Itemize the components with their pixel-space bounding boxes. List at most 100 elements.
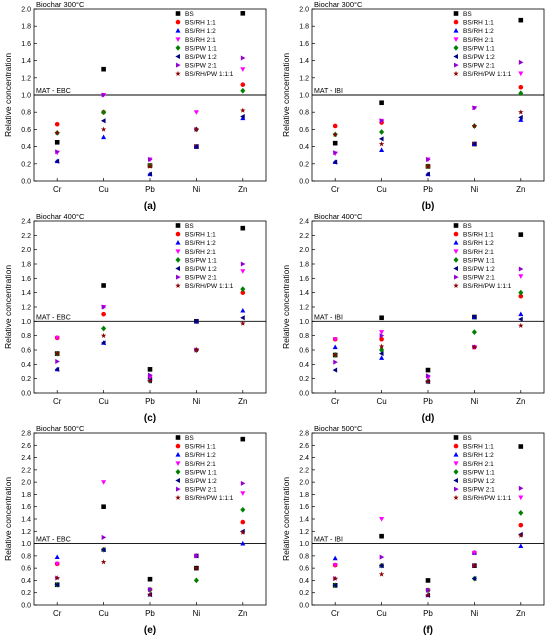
data-point bbox=[426, 587, 431, 593]
legend-entry: BS bbox=[463, 223, 472, 230]
legend-marker bbox=[454, 486, 459, 492]
reference-label: MAT - EBC bbox=[36, 314, 71, 321]
panel-label: (d) bbox=[422, 413, 435, 424]
legend-marker bbox=[453, 19, 459, 25]
y-tick-label: 1.0 bbox=[21, 319, 31, 326]
data-point bbox=[332, 367, 338, 373]
data-point bbox=[378, 563, 384, 569]
data-point bbox=[378, 136, 384, 142]
y-tick-label: 0.8 bbox=[21, 333, 31, 340]
data-point bbox=[194, 553, 200, 559]
legend-marker bbox=[175, 477, 180, 484]
y-tick-label: 2.0 bbox=[299, 7, 309, 14]
legend-entry: BS/RH 2:1 bbox=[463, 37, 494, 44]
y-tick-label: 0.8 bbox=[299, 553, 309, 560]
data-point bbox=[332, 159, 338, 165]
data-point bbox=[147, 591, 153, 597]
legend-entry: BS/RH 1:2 bbox=[185, 28, 216, 35]
legend-entry: BS/RH/PW 1:1:1 bbox=[185, 283, 234, 290]
legend-marker bbox=[453, 257, 459, 263]
x-tick-label: Cr bbox=[53, 609, 62, 618]
data-point bbox=[471, 550, 477, 556]
legend-marker bbox=[453, 469, 459, 475]
y-axis-label: Relative concentration bbox=[3, 53, 13, 137]
legend-marker bbox=[175, 53, 180, 60]
data-point bbox=[240, 225, 246, 231]
data-point bbox=[240, 55, 246, 61]
data-point bbox=[332, 582, 338, 588]
y-tick-label: 0.6 bbox=[21, 566, 31, 573]
y-tick-label: 1.0 bbox=[299, 541, 309, 548]
reference-label: MAT - EBC bbox=[36, 537, 71, 544]
x-tick-label: Cr bbox=[331, 609, 340, 618]
legend-entry: BS/RH/PW 1:1:1 bbox=[185, 495, 234, 502]
data-point bbox=[332, 575, 338, 581]
data-point bbox=[379, 330, 385, 335]
y-tick-label: 2.0 bbox=[21, 7, 31, 14]
legend-marker bbox=[453, 435, 459, 440]
data-point bbox=[518, 71, 524, 77]
data-point bbox=[379, 100, 384, 106]
y-tick-label: 2.4 bbox=[299, 455, 309, 462]
x-tick-label: Zn bbox=[516, 185, 525, 194]
data-point bbox=[101, 109, 107, 116]
data-point bbox=[101, 311, 106, 317]
y-tick-label: 2.4 bbox=[299, 219, 309, 226]
data-point bbox=[100, 547, 106, 553]
legend-marker bbox=[453, 231, 459, 237]
chart-title: Biochar 500°C bbox=[314, 424, 363, 433]
y-tick-label: 2.0 bbox=[21, 480, 31, 487]
data-point bbox=[379, 554, 385, 560]
legend-marker bbox=[453, 37, 459, 42]
data-point bbox=[101, 325, 107, 332]
data-point bbox=[101, 504, 106, 510]
legend-marker bbox=[175, 443, 181, 449]
legend-marker bbox=[175, 223, 181, 228]
y-tick-label: 1.0 bbox=[299, 319, 309, 326]
y-tick-label: 2.6 bbox=[299, 443, 309, 450]
data-point bbox=[148, 372, 153, 378]
reference-label: MAT - IBI bbox=[314, 88, 343, 95]
data-point bbox=[518, 266, 524, 272]
panel-label: (b) bbox=[422, 201, 435, 212]
y-tick-label: 0.6 bbox=[299, 348, 309, 355]
y-tick-label: 1.8 bbox=[21, 492, 31, 499]
data-point bbox=[240, 315, 245, 321]
y-tick-label: 1.0 bbox=[21, 93, 31, 100]
y-tick-label: 0.4 bbox=[299, 578, 309, 585]
legend-entry: BS/RH 1:1 bbox=[463, 20, 494, 27]
legend-entry: BS/RH 1:2 bbox=[463, 452, 494, 459]
data-point bbox=[471, 314, 477, 320]
data-point bbox=[472, 105, 478, 111]
y-tick-label: 0.8 bbox=[21, 110, 31, 117]
legend-entry: BS/RH 1:2 bbox=[463, 28, 494, 35]
panel-label: (c) bbox=[144, 413, 156, 424]
y-tick-label: 0.0 bbox=[21, 179, 31, 186]
legend-entry: BS/RH 1:1 bbox=[463, 444, 494, 451]
data-point bbox=[518, 543, 524, 548]
legend-entry: BS/RH/PW 1:1:1 bbox=[463, 283, 512, 290]
legend-marker bbox=[175, 494, 181, 501]
legend-entry: BS/RH 1:2 bbox=[185, 240, 216, 247]
data-point bbox=[518, 17, 524, 23]
data-point bbox=[471, 344, 478, 350]
data-point bbox=[425, 171, 430, 177]
data-point bbox=[471, 329, 477, 335]
data-point bbox=[379, 315, 384, 321]
y-tick-label: 0.2 bbox=[299, 590, 309, 597]
x-tick-label: Cr bbox=[53, 185, 62, 194]
data-point bbox=[240, 480, 246, 486]
data-point bbox=[332, 563, 338, 568]
data-point bbox=[518, 322, 524, 328]
legend-marker bbox=[453, 265, 458, 272]
legend-entry: BS/RH/PW 1:1:1 bbox=[463, 71, 512, 78]
data-point bbox=[54, 335, 60, 341]
legend-marker bbox=[175, 469, 181, 475]
data-point bbox=[518, 84, 524, 90]
data-point bbox=[471, 576, 477, 582]
data-point bbox=[240, 320, 246, 326]
legend-marker bbox=[176, 274, 181, 280]
legend-marker bbox=[453, 11, 459, 16]
data-point bbox=[100, 340, 106, 346]
data-point bbox=[332, 140, 338, 146]
